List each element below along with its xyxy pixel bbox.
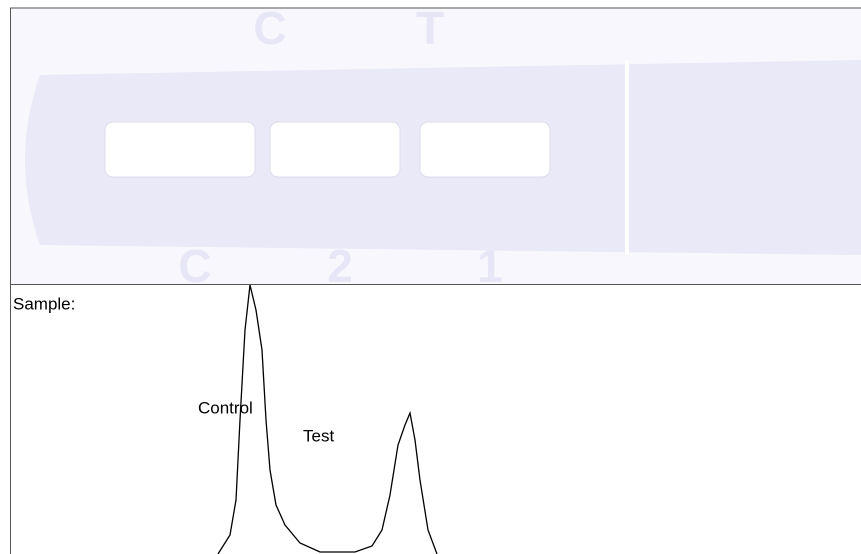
strip-window [104, 121, 256, 178]
peak-label: Control [198, 398, 253, 417]
strip-mark: C [178, 240, 211, 292]
intensity-curve [217, 284, 438, 554]
profile-title: Sample: [13, 294, 75, 313]
strip-mark: 1 [477, 240, 503, 292]
strip-image: C T C 2 1 [10, 2, 861, 292]
strip-mark: T [416, 2, 444, 54]
strip-mark: C [253, 2, 286, 54]
peak-label: Test [303, 426, 334, 445]
strip-window [269, 121, 401, 178]
strip-window [419, 121, 551, 178]
profile-plot: Sample: Control Test [13, 284, 438, 554]
strip-mark: 2 [327, 240, 353, 292]
